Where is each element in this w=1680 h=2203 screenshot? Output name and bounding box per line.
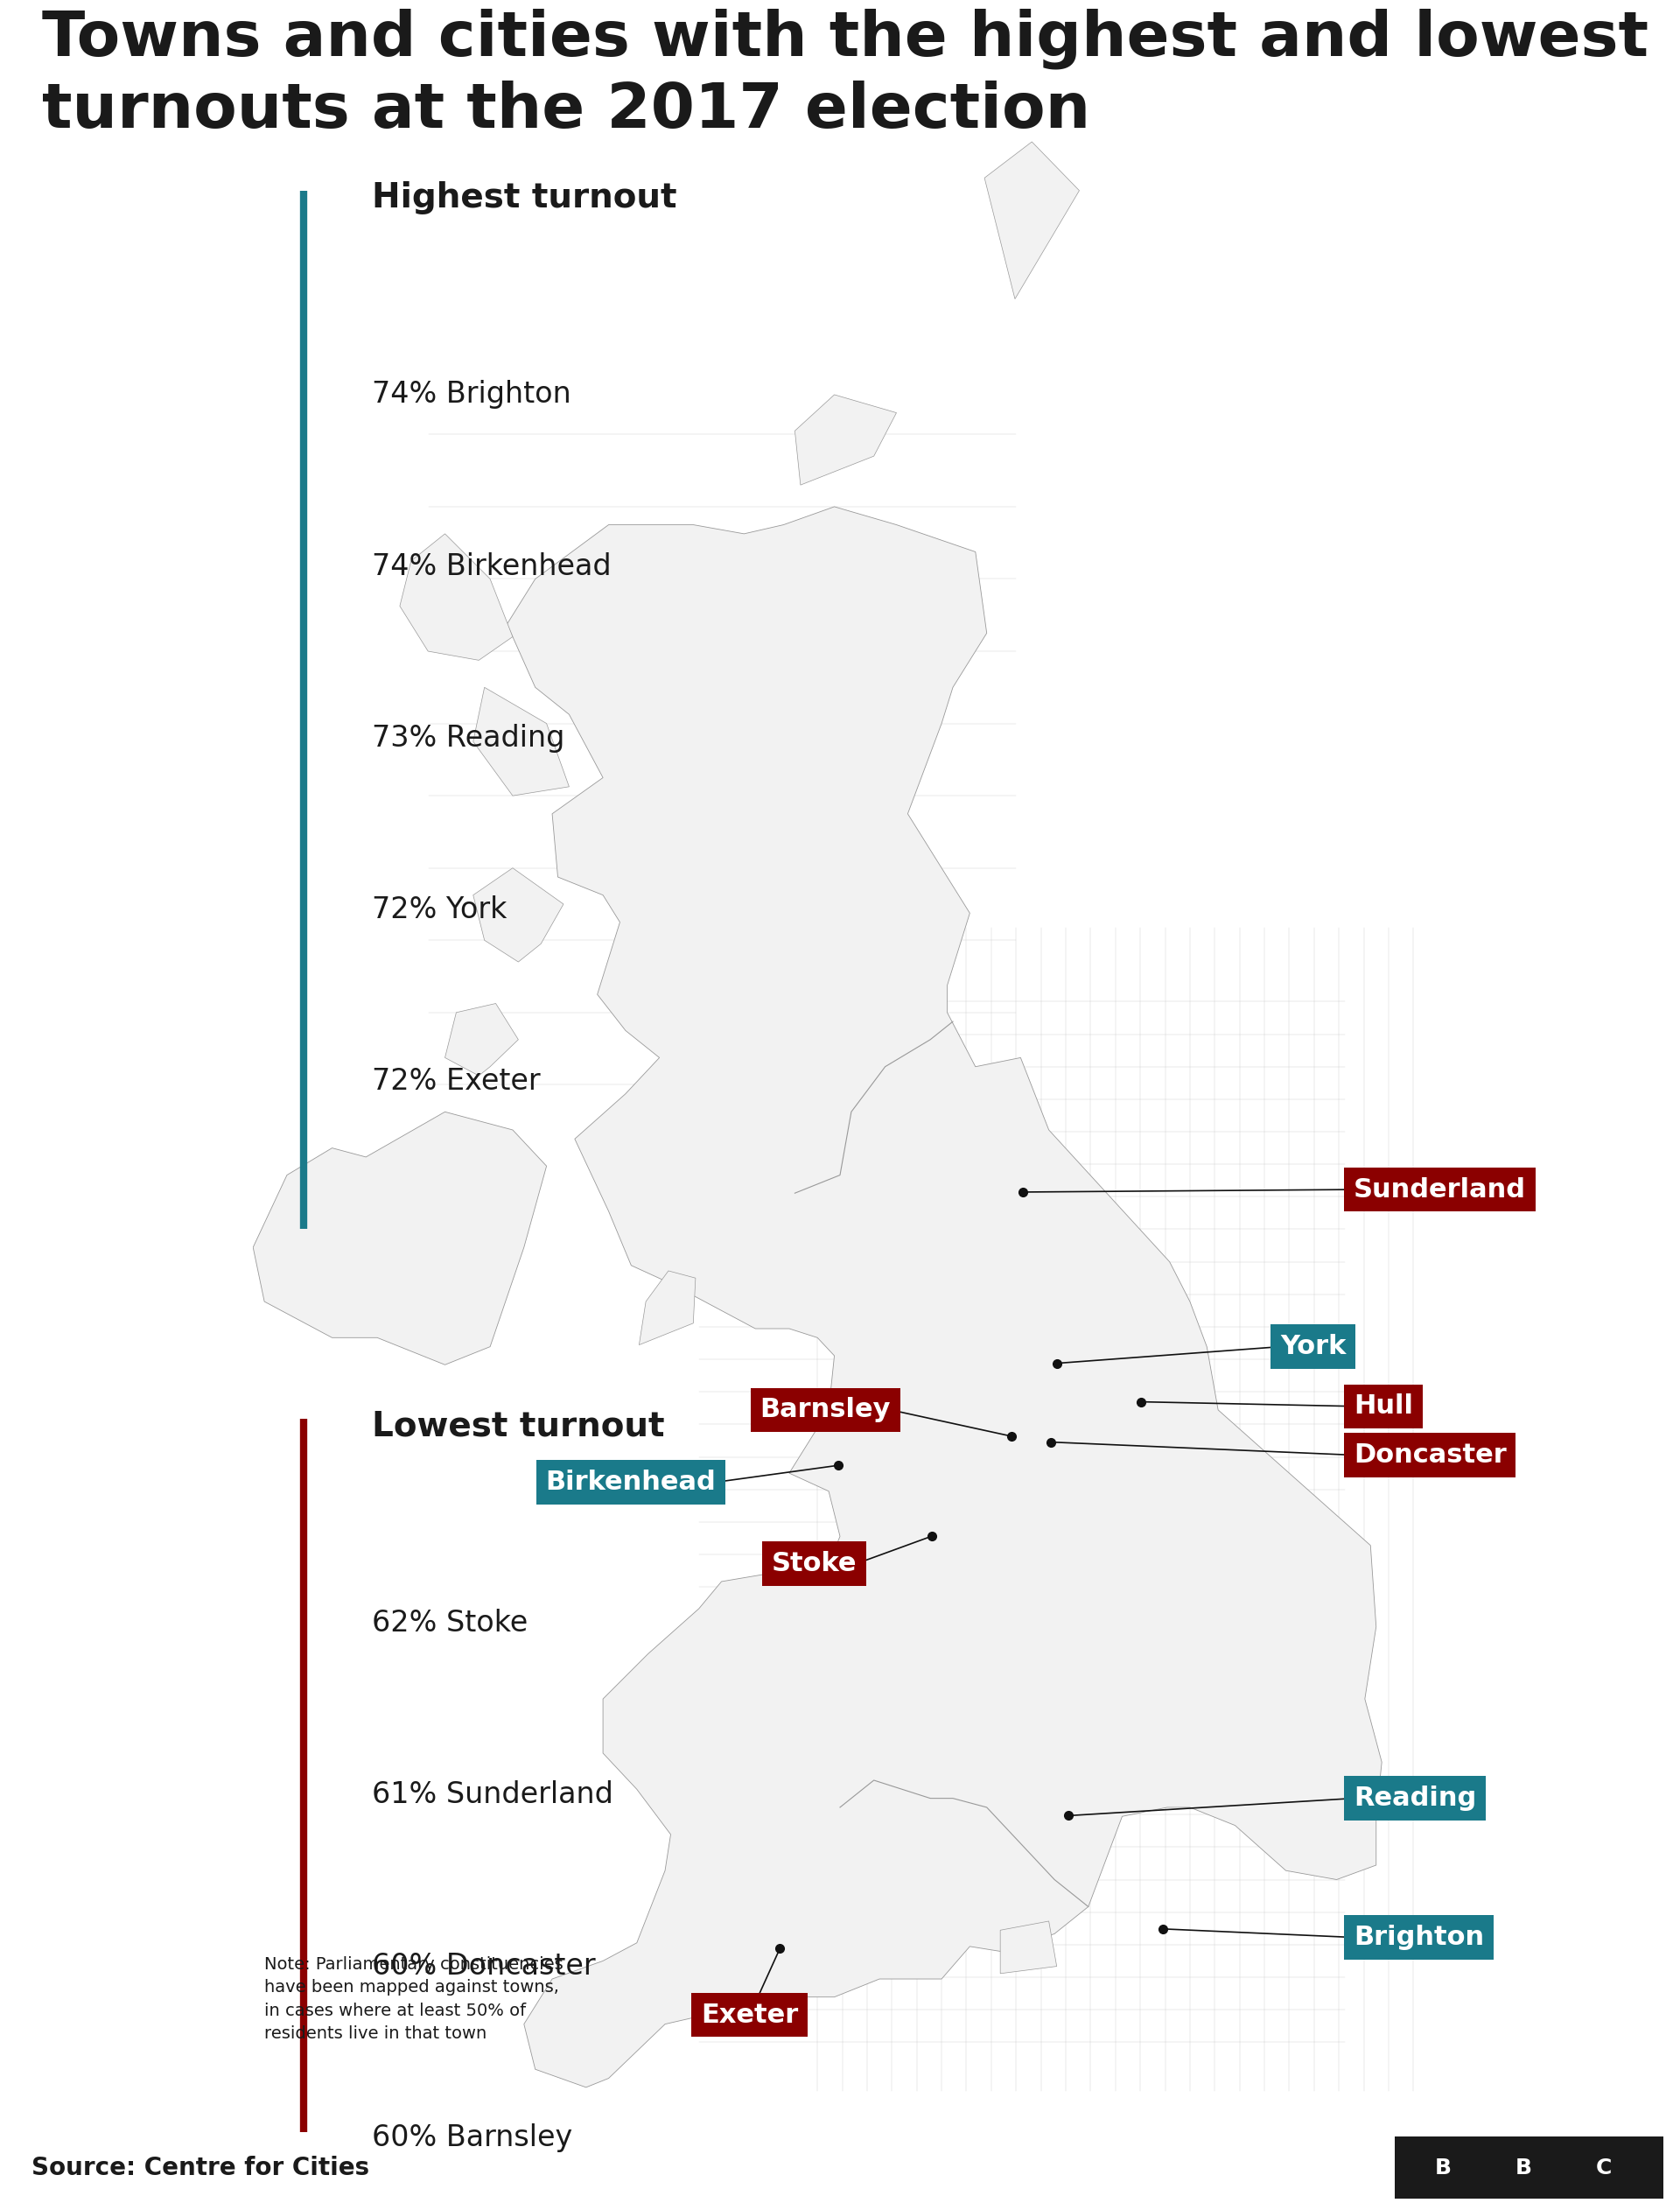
Text: Highest turnout: Highest turnout [371, 181, 677, 214]
Polygon shape [474, 868, 563, 963]
FancyBboxPatch shape [1488, 2124, 1680, 2203]
Text: Towns and cities with the highest and lowest
turnouts at the 2017 election: Towns and cities with the highest and lo… [42, 9, 1648, 141]
Text: 74% Birkenhead: 74% Birkenhead [371, 553, 612, 582]
Text: Hull: Hull [1354, 1394, 1413, 1419]
Text: Birkenhead: Birkenhead [546, 1469, 716, 1496]
Polygon shape [984, 141, 1079, 300]
Polygon shape [638, 1271, 696, 1344]
Text: 62% Stoke: 62% Stoke [371, 1608, 528, 1637]
Text: Reading: Reading [1354, 1787, 1477, 1811]
FancyBboxPatch shape [1408, 2124, 1640, 2203]
Text: Doncaster: Doncaster [1354, 1443, 1507, 1467]
Text: 73% Reading: 73% Reading [371, 723, 564, 753]
Text: 74% Brighton: 74% Brighton [371, 381, 571, 410]
Text: Note: Parliamentary constituencies
have been mapped against towns,
in cases wher: Note: Parliamentary constituencies have … [264, 1956, 563, 2042]
Polygon shape [507, 507, 1381, 2088]
Polygon shape [474, 687, 570, 795]
Text: 60% Barnsley: 60% Barnsley [371, 2124, 573, 2152]
Text: York: York [1280, 1335, 1346, 1359]
Text: Lowest turnout: Lowest turnout [371, 1410, 664, 1443]
Text: C: C [1596, 2157, 1613, 2179]
Text: B: B [1435, 2157, 1452, 2179]
Polygon shape [1000, 1921, 1057, 1974]
Polygon shape [400, 533, 512, 661]
Text: 60% Doncaster: 60% Doncaster [371, 1952, 595, 1980]
Polygon shape [795, 394, 897, 485]
Text: Stoke: Stoke [771, 1551, 857, 1575]
Text: Exeter: Exeter [701, 2003, 798, 2027]
Text: Brighton: Brighton [1354, 1925, 1483, 1950]
Polygon shape [254, 1113, 546, 1366]
Text: Source: Centre for Cities: Source: Centre for Cities [32, 2155, 370, 2181]
Text: Sunderland: Sunderland [1354, 1176, 1525, 1203]
Text: 72% York: 72% York [371, 894, 507, 923]
FancyBboxPatch shape [1327, 2124, 1559, 2203]
Text: Barnsley: Barnsley [759, 1397, 890, 1423]
Text: B: B [1515, 2157, 1532, 2179]
Text: 72% Exeter: 72% Exeter [371, 1066, 541, 1095]
Text: 61% Sunderland: 61% Sunderland [371, 1780, 613, 1809]
Polygon shape [445, 1005, 519, 1075]
